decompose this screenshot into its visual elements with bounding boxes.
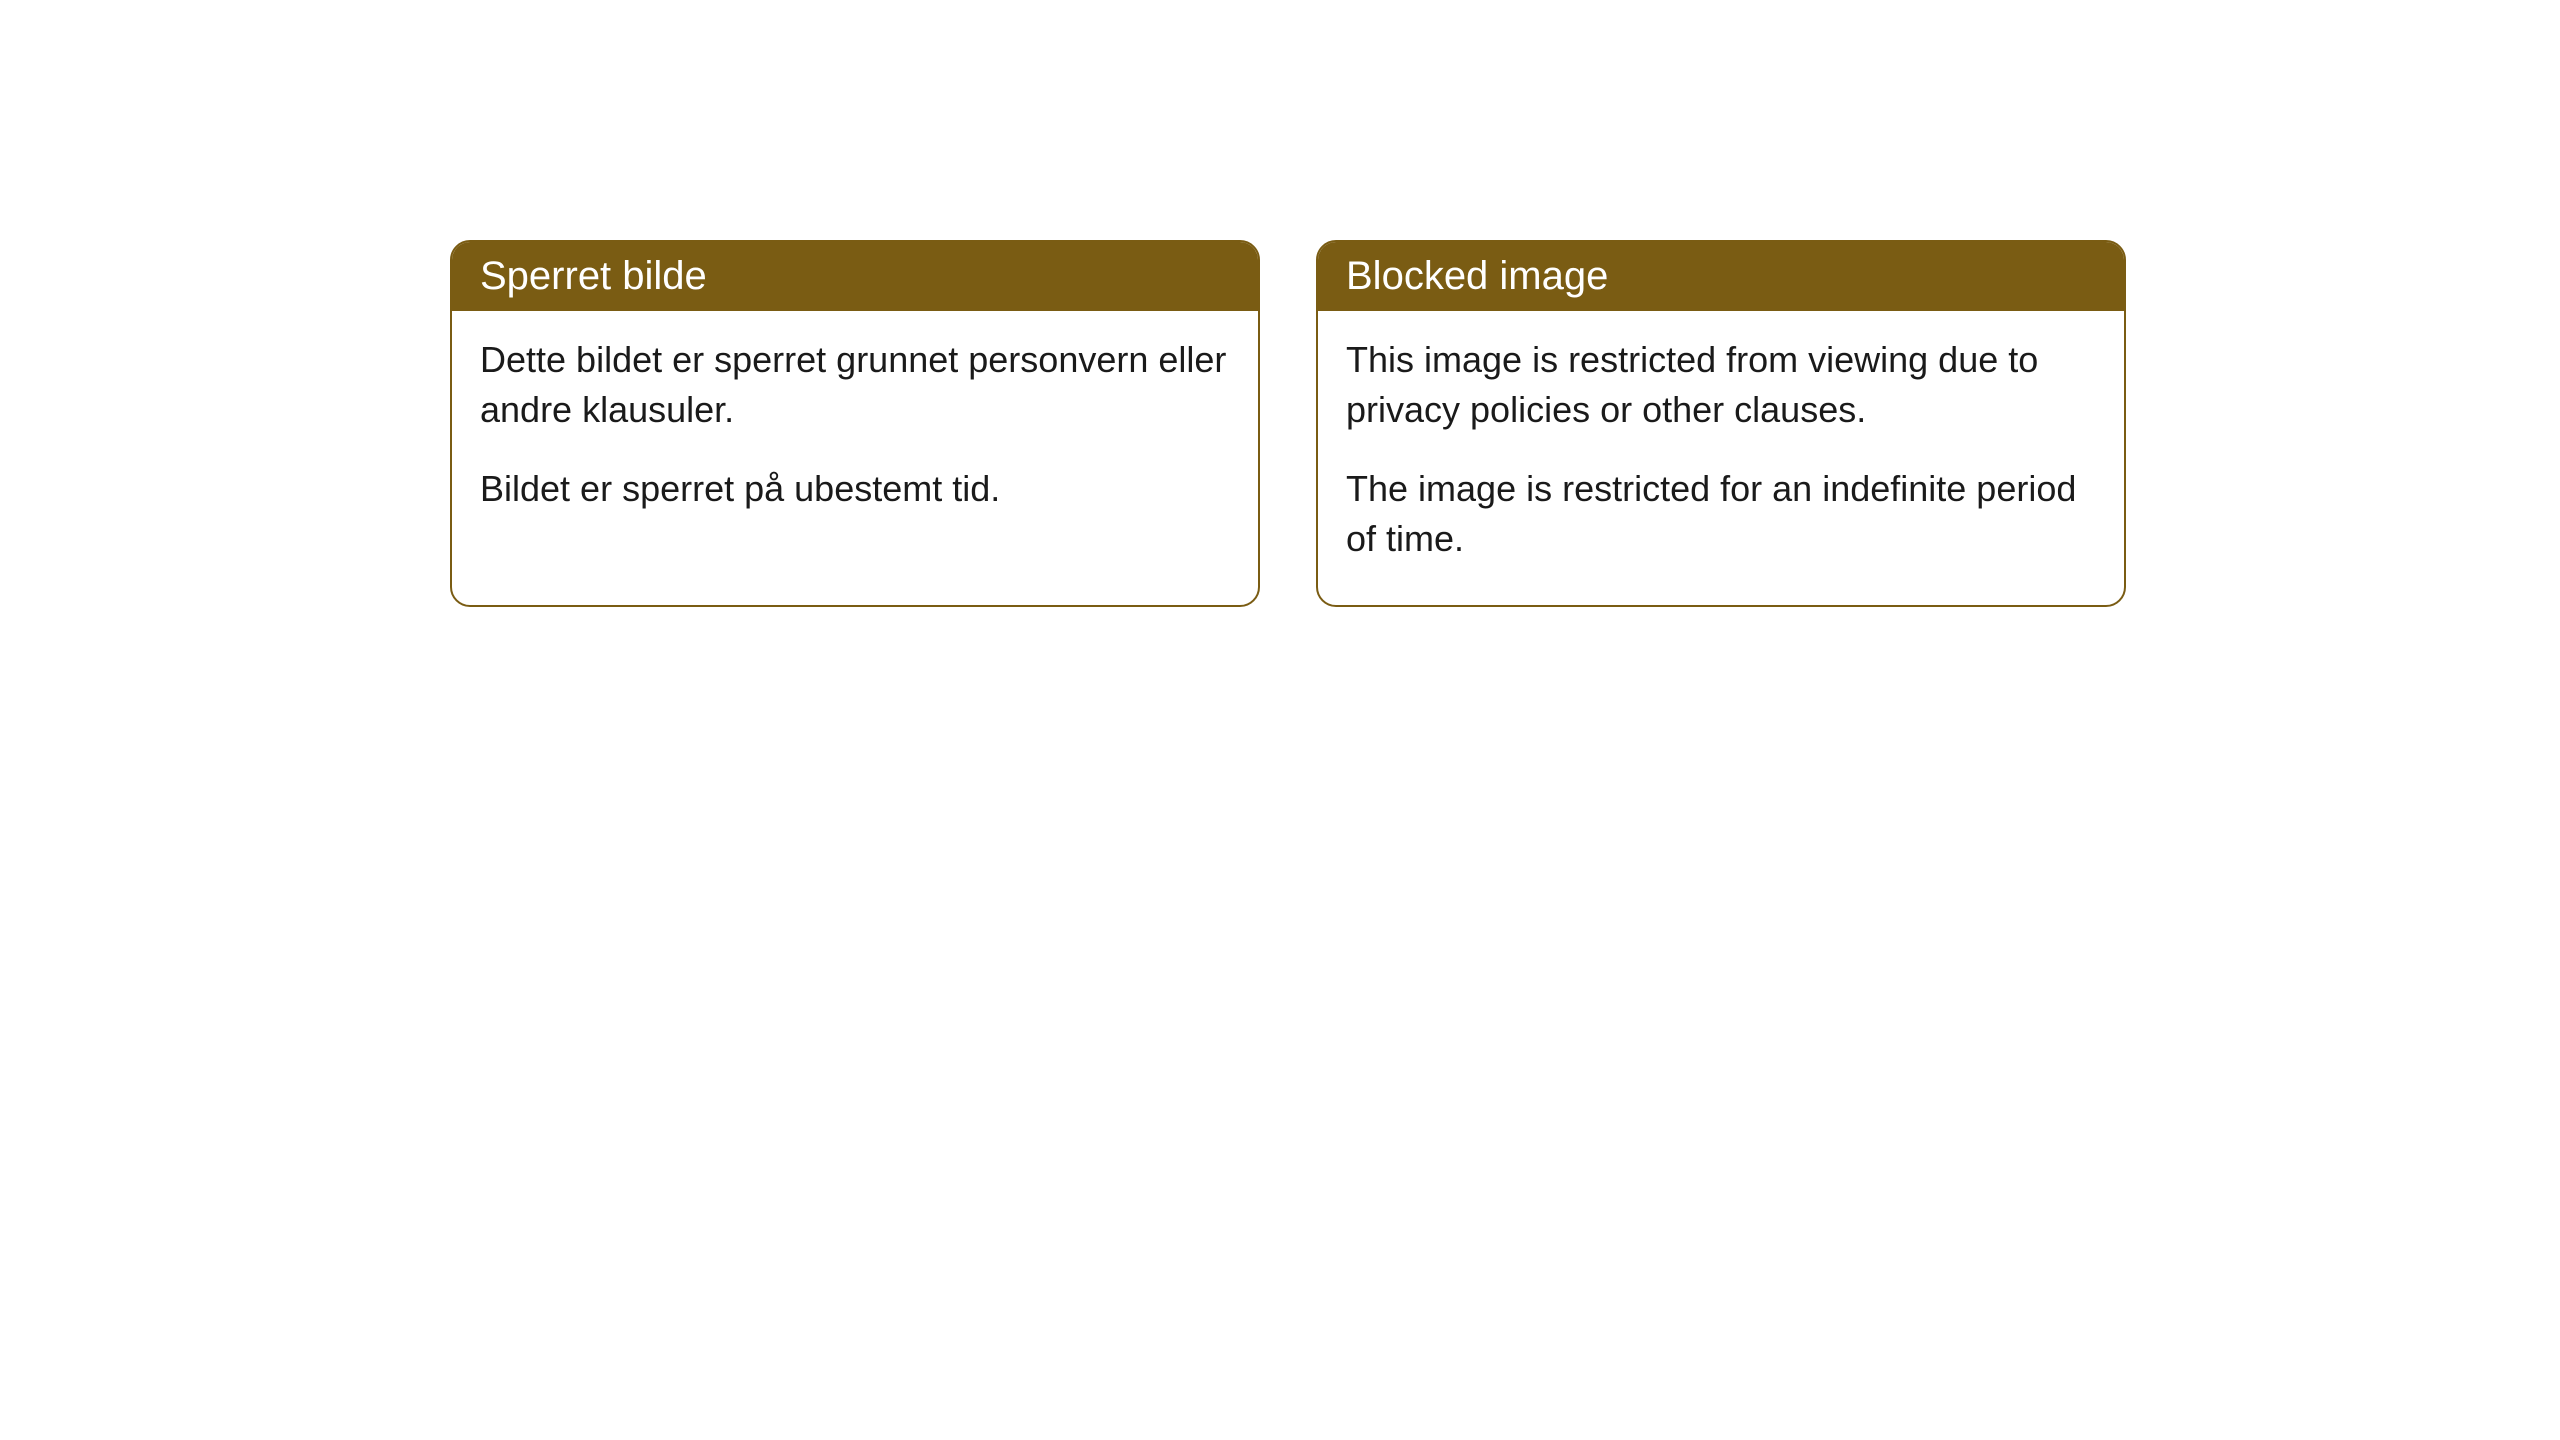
card-header: Sperret bilde [452, 242, 1258, 311]
card-paragraph: The image is restricted for an indefinit… [1346, 464, 2096, 565]
notice-card-norwegian: Sperret bilde Dette bildet er sperret gr… [450, 240, 1260, 607]
notice-cards-container: Sperret bilde Dette bildet er sperret gr… [450, 240, 2126, 607]
card-body: This image is restricted from viewing du… [1318, 311, 2124, 605]
notice-card-english: Blocked image This image is restricted f… [1316, 240, 2126, 607]
card-body: Dette bildet er sperret grunnet personve… [452, 311, 1258, 554]
card-paragraph: Bildet er sperret på ubestemt tid. [480, 464, 1230, 514]
card-paragraph: This image is restricted from viewing du… [1346, 335, 2096, 436]
card-paragraph: Dette bildet er sperret grunnet personve… [480, 335, 1230, 436]
card-header: Blocked image [1318, 242, 2124, 311]
card-title: Sperret bilde [480, 254, 707, 298]
card-title: Blocked image [1346, 254, 1608, 298]
